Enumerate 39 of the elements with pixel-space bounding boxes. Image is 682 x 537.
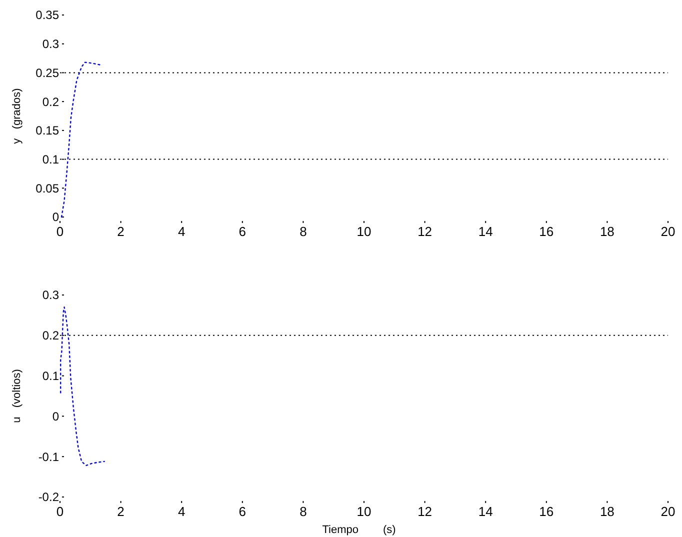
y-tick-label: 0.2 [42,94,60,109]
y-tick-label: 0.25 [36,66,60,80]
x-tick-label: 16 [539,224,554,239]
x-tick-label: 20 [660,224,676,239]
y-axis-title: y (grados) [11,88,23,144]
x-tick-label: 8 [300,224,307,239]
x-axis-title: Tiempo (s) [322,524,396,536]
y-tick-label: 0.3 [42,288,60,302]
y-tick-label: 0.1 [42,152,60,166]
y-tick-label: -0.1 [38,450,60,464]
x-tick-label: 6 [238,224,246,239]
x-tick-label: 14 [478,504,493,519]
y-tick-label: 0 [52,409,60,424]
y-tick-label: 0.15 [36,124,60,138]
x-tick-label: 18 [600,504,614,519]
y-tick-label: -0.2 [38,490,60,504]
x-tick-label: 10 [356,224,372,239]
x-tick-label: 2 [117,224,124,239]
x-tick-label: 12 [418,504,432,519]
x-tick-label: 4 [178,224,186,239]
y-tick-label: 0.1 [42,369,60,383]
x-tick-label: 4 [178,504,186,519]
y-axis-title: u (voltios) [11,369,23,423]
line-series [60,62,102,218]
x-tick-label: 12 [418,224,432,239]
y-tick-label: 0.3 [42,37,60,52]
x-tick-label: 16 [539,504,554,519]
y-tick-label: 0 [52,210,60,224]
x-tick-label: 2 [117,504,124,519]
x-tick-label: 18 [600,224,614,239]
y-tick-label: 0.2 [42,328,60,343]
y-tick-label: 0.35 [36,8,60,22]
x-tick-label: 6 [238,504,246,519]
x-tick-label: 10 [356,504,372,519]
y-tick-label: 0.05 [36,181,60,196]
x-tick-label: 20 [660,504,676,519]
line-series [60,306,105,466]
x-tick-label: 8 [300,504,307,519]
x-tick-label: 14 [478,224,493,239]
